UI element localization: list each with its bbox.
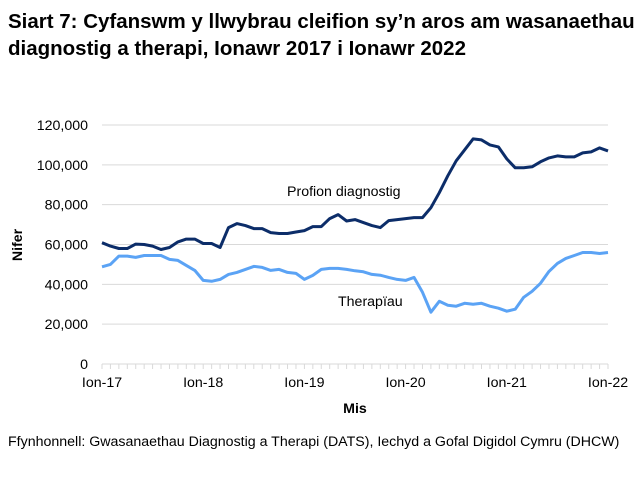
x-tick-label: Ion-18: [183, 375, 223, 391]
x-tick-label: Ion-21: [487, 375, 527, 391]
gridlines: [102, 124, 608, 325]
x-axis: Ion-17 Ion-18 Ion-19 Ion-20 Ion-21 Ion-22: [82, 363, 628, 391]
y-tick-label: 0: [80, 357, 88, 373]
x-tick-label: Ion-19: [284, 375, 324, 391]
x-axis-title: Mis: [343, 401, 367, 417]
y-tick-label: 100,000: [37, 158, 88, 174]
x-tick-label: Ion-22: [588, 375, 628, 391]
series-lines: [101, 137, 609, 314]
series-line-therapiau: [101, 251, 609, 314]
y-tick-label: 80,000: [45, 198, 89, 214]
series-label-diagnostig: Profion diagnostig: [287, 184, 401, 200]
x-tick-label: Ion-20: [385, 375, 425, 391]
y-tick-label: 120,000: [37, 118, 88, 134]
y-axis-ticks: 0 20,000 40,000 60,000 80,000 100,000 120,000: [37, 118, 88, 373]
chart-title: Siart 7: Cyfanswm y llwybrau cleifion sy…: [8, 10, 635, 60]
source-note: Ffynhonnell: Gwasanaethau Diagnostig a T…: [8, 434, 620, 450]
y-tick-label: 60,000: [45, 238, 89, 254]
series-label-therapiau: Therapïau: [338, 294, 403, 310]
y-tick-label: 20,000: [45, 317, 89, 333]
y-tick-label: 40,000: [45, 277, 89, 293]
series-line-diagnostig: [101, 137, 609, 251]
y-axis-title: Nifer: [10, 228, 26, 261]
x-tick-label: Ion-17: [82, 375, 122, 391]
